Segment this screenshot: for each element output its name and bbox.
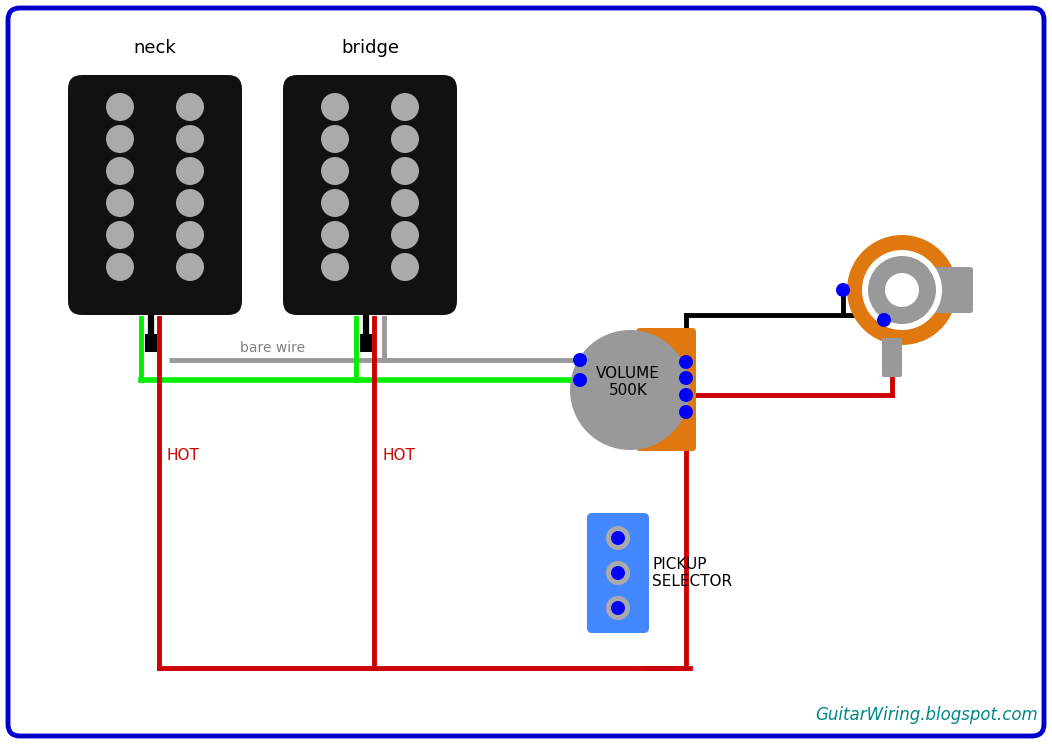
Circle shape (106, 221, 134, 249)
Circle shape (106, 125, 134, 153)
Circle shape (877, 313, 891, 327)
Circle shape (611, 531, 625, 545)
FancyBboxPatch shape (636, 328, 696, 451)
Circle shape (106, 189, 134, 217)
Circle shape (321, 221, 349, 249)
Circle shape (176, 221, 204, 249)
Circle shape (106, 157, 134, 185)
Circle shape (679, 388, 693, 402)
Text: bare wire: bare wire (240, 341, 305, 355)
Circle shape (391, 125, 419, 153)
Circle shape (321, 125, 349, 153)
Circle shape (176, 157, 204, 185)
Text: VOLUME
500K: VOLUME 500K (596, 366, 660, 398)
Circle shape (176, 189, 204, 217)
Circle shape (573, 373, 587, 387)
Text: HOT: HOT (167, 447, 200, 463)
Circle shape (176, 125, 204, 153)
FancyBboxPatch shape (8, 8, 1044, 736)
Circle shape (679, 355, 693, 369)
Circle shape (679, 405, 693, 419)
Circle shape (106, 253, 134, 281)
FancyBboxPatch shape (587, 513, 649, 633)
Circle shape (321, 253, 349, 281)
Circle shape (862, 250, 942, 330)
Circle shape (847, 235, 957, 345)
Circle shape (391, 157, 419, 185)
Circle shape (106, 93, 134, 121)
FancyBboxPatch shape (283, 75, 387, 315)
Text: HOT: HOT (382, 447, 414, 463)
Circle shape (611, 601, 625, 615)
Text: GuitarWiring.blogspot.com: GuitarWiring.blogspot.com (815, 706, 1038, 724)
Text: PICKUP
SELECTOR: PICKUP SELECTOR (652, 557, 732, 589)
Circle shape (611, 566, 625, 580)
Circle shape (570, 330, 690, 450)
FancyBboxPatch shape (925, 267, 973, 313)
Circle shape (391, 189, 419, 217)
Circle shape (321, 189, 349, 217)
FancyBboxPatch shape (138, 75, 242, 315)
Text: neck: neck (134, 39, 177, 57)
FancyBboxPatch shape (68, 75, 171, 315)
FancyBboxPatch shape (882, 338, 902, 377)
Bar (360, 334, 372, 352)
Circle shape (391, 221, 419, 249)
Circle shape (606, 526, 630, 550)
Circle shape (836, 283, 850, 297)
Circle shape (606, 561, 630, 585)
Circle shape (606, 596, 630, 620)
Circle shape (391, 93, 419, 121)
Bar (145, 334, 157, 352)
Circle shape (868, 256, 936, 324)
Circle shape (679, 371, 693, 385)
Circle shape (321, 157, 349, 185)
Circle shape (573, 353, 587, 367)
Circle shape (176, 253, 204, 281)
Circle shape (391, 253, 419, 281)
Circle shape (885, 273, 919, 307)
FancyBboxPatch shape (353, 75, 457, 315)
Circle shape (176, 93, 204, 121)
Text: bridge: bridge (341, 39, 399, 57)
Circle shape (321, 93, 349, 121)
